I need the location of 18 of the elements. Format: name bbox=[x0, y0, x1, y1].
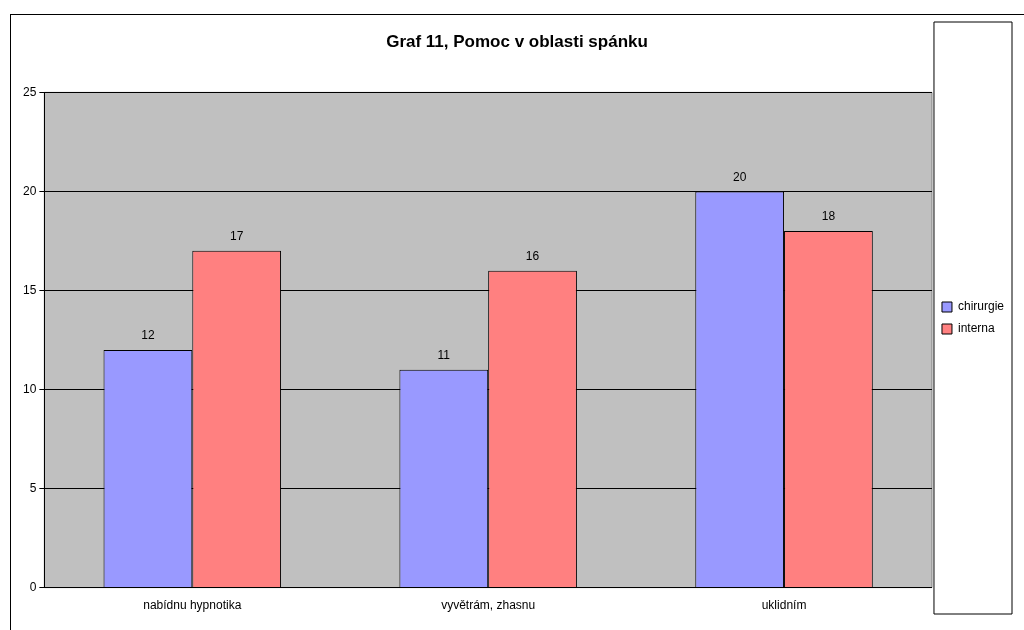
y-tick-label: 20 bbox=[22, 183, 37, 198]
data-label: 17 bbox=[229, 229, 244, 244]
x-tick-label: nabídnu hypnotika bbox=[143, 598, 242, 613]
data-label: 12 bbox=[141, 328, 155, 343]
legend-label: chirurgie bbox=[957, 299, 1005, 314]
data-label: 20 bbox=[732, 169, 747, 184]
data-label: 16 bbox=[525, 248, 540, 263]
chart-title: Graf 11, Pomoc v oblasti spánku bbox=[386, 31, 648, 51]
x-tick-label: uklidním bbox=[761, 598, 807, 613]
legend-label: interna bbox=[957, 321, 995, 336]
y-tick-label: 5 bbox=[29, 480, 37, 495]
y-tick-label: 25 bbox=[22, 84, 37, 99]
data-label: 18 bbox=[821, 209, 836, 224]
x-tick-label: vyvětrám, zhasnu bbox=[441, 598, 536, 613]
y-tick-label: 15 bbox=[22, 282, 37, 297]
y-tick-label: 10 bbox=[22, 381, 37, 396]
data-label: 11 bbox=[437, 348, 451, 363]
y-tick-label: 0 bbox=[29, 579, 37, 594]
